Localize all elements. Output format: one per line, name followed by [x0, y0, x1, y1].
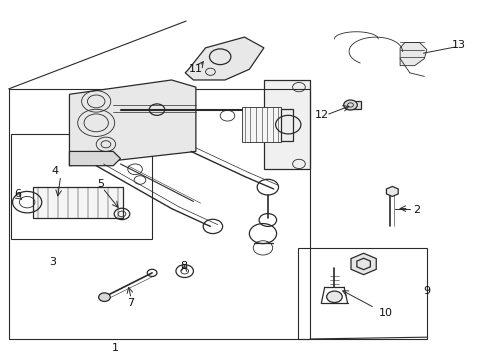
Text: 1: 1: [112, 343, 119, 353]
Polygon shape: [399, 42, 426, 66]
Polygon shape: [386, 186, 397, 197]
Polygon shape: [264, 80, 309, 169]
Bar: [242, 107, 281, 143]
Text: 2: 2: [413, 205, 420, 215]
Polygon shape: [69, 152, 120, 166]
Text: 13: 13: [450, 40, 465, 50]
Text: 6: 6: [14, 189, 21, 199]
Bar: [11, 134, 152, 239]
Text: 7: 7: [126, 298, 134, 308]
Text: 3: 3: [49, 257, 56, 267]
Circle shape: [326, 291, 342, 302]
Text: 11: 11: [188, 64, 203, 74]
Text: 8: 8: [180, 261, 187, 271]
Text: 5: 5: [98, 179, 104, 189]
Polygon shape: [69, 80, 196, 166]
Circle shape: [343, 100, 357, 110]
Bar: [297, 248, 426, 339]
Polygon shape: [350, 253, 375, 275]
Text: 12: 12: [315, 110, 329, 120]
Bar: [33, 187, 122, 217]
Polygon shape: [185, 37, 264, 80]
Bar: [281, 109, 292, 141]
Bar: [345, 101, 361, 109]
Text: 10: 10: [378, 308, 392, 318]
Text: 4: 4: [51, 166, 59, 176]
Circle shape: [99, 293, 110, 301]
Text: 9: 9: [423, 287, 429, 296]
Bar: [9, 89, 309, 339]
